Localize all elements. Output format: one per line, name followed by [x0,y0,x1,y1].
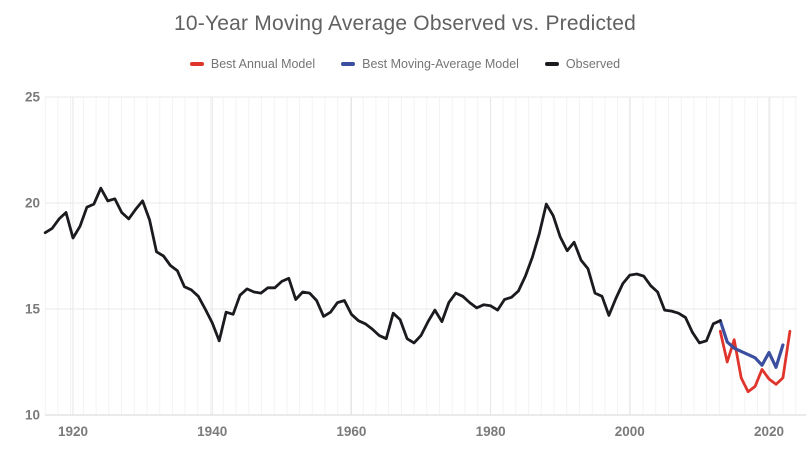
legend: Best Annual Model Best Moving-Average Mo… [0,57,810,71]
x-axis-tick-label: 1980 [476,424,506,439]
chart-title: 10-Year Moving Average Observed vs. Pred… [174,12,636,35]
x-axis-tick-label: 1920 [58,424,88,439]
series-line-best-moving-average-model [718,319,785,369]
y-axis-tick-label: 10 [25,408,40,423]
x-axis-tick-label: 2000 [615,424,645,439]
legend-item-best-annual-model[interactable]: Best Annual Model [189,57,316,71]
legend-label-best-annual-model: Best Annual Model [210,57,316,71]
y-axis-tick-label: 15 [25,302,41,317]
series-line-observed [43,186,722,345]
legend-swatch-blue-icon [341,62,356,66]
legend-item-best-moving-average-model[interactable]: Best Moving-Average Model [341,57,519,71]
x-axis-tick-label: 2020 [754,424,784,439]
legend-swatch-black-icon [544,62,559,66]
legend-label-observed: Observed [565,57,621,71]
legend-swatch-red-icon [189,62,204,66]
x-axis-tick-label: 1960 [336,424,366,439]
y-axis-tick-label: 20 [25,196,40,211]
y-axis-tick-label: 25 [25,90,41,105]
x-axis-tick-label: 1940 [197,424,227,439]
legend-item-observed[interactable]: Observed [544,57,621,71]
legend-label-best-moving-average-model: Best Moving-Average Model [362,57,519,71]
